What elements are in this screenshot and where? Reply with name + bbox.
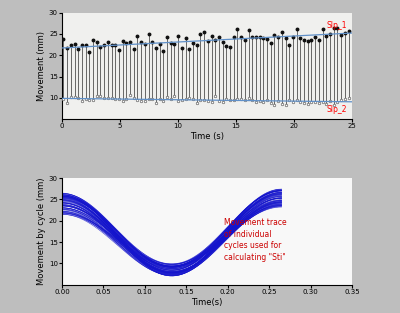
Text: Movement trace
of individual
cycles used for
calculating "Sti": Movement trace of individual cycles used… [224,218,286,262]
Text: Slp_2: Slp_2 [327,105,347,114]
Y-axis label: Movement by cycle (mm): Movement by cycle (mm) [37,178,46,285]
Y-axis label: Movement (mm): Movement (mm) [37,31,46,101]
X-axis label: Time(s): Time(s) [191,298,223,307]
X-axis label: Time (s): Time (s) [190,132,224,141]
Text: Slp_1: Slp_1 [327,21,347,30]
